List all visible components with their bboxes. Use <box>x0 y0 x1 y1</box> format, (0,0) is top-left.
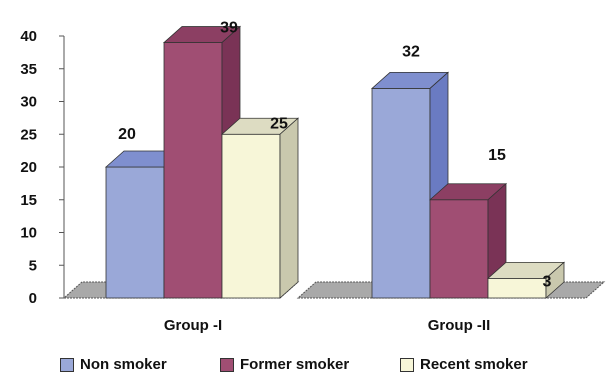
legend-item-non-smoker: Non smoker <box>60 356 167 373</box>
legend-item-former-smoker: Former smoker <box>220 356 349 373</box>
bar-front <box>163 42 223 299</box>
legend-label-non-smoker: Non smoker <box>80 356 167 373</box>
y-tick-label: 35 <box>20 61 37 78</box>
y-tick-label: 10 <box>20 225 37 242</box>
bar-front <box>221 133 281 299</box>
y-tick-label: 0 <box>29 290 37 307</box>
legend-swatch-non-smoker <box>60 357 74 372</box>
bar-front <box>429 199 489 299</box>
bar-front <box>371 88 431 299</box>
bar-front <box>487 277 547 299</box>
y-tick-label: 5 <box>29 257 37 274</box>
data-label: 20 <box>118 126 136 143</box>
legend-label-recent-smoker: Recent smoker <box>420 356 528 373</box>
data-label: 39 <box>220 20 238 37</box>
y-tick-label: 15 <box>20 192 37 209</box>
x-category-label: Group -I <box>164 317 222 334</box>
y-tick-label: 25 <box>20 126 37 143</box>
legend-swatch-recent-smoker <box>400 357 414 372</box>
legend-item-recent-smoker: Recent smoker <box>400 356 528 373</box>
legend-label-former-smoker: Former smoker <box>240 356 350 373</box>
data-label: 3 <box>543 273 552 290</box>
y-tick-label: 30 <box>20 94 37 111</box>
data-label: 15 <box>488 147 506 164</box>
y-tick-label: 20 <box>20 159 37 176</box>
legend-swatch-former-smoker <box>220 357 234 372</box>
data-label: 25 <box>270 115 288 132</box>
bar-front <box>105 166 165 299</box>
x-category-label: Group -II <box>428 317 491 334</box>
data-label: 32 <box>402 43 420 60</box>
bar-side <box>545 261 565 299</box>
legend: Non smoker Former smoker Recent smoker <box>60 354 609 376</box>
bar-side <box>279 117 299 299</box>
bar-chart: 0 5 10 15 20 25 30 35 40 20 39 25 Group -I 32 15 3 Group… <box>20 20 606 334</box>
y-tick-label: 40 <box>20 28 37 45</box>
